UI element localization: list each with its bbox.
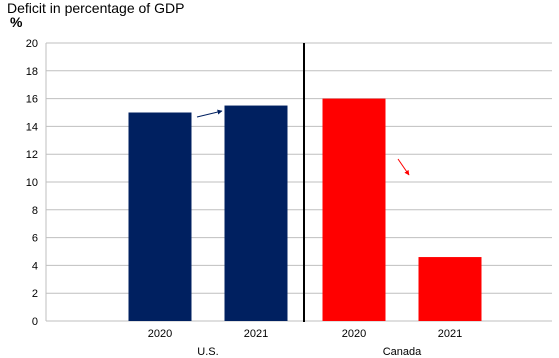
y-tick-label: 0 [32, 316, 38, 328]
y-tick-label: 8 [32, 205, 38, 217]
trend-arrow [397, 158, 410, 176]
bars [128, 43, 482, 322]
bar [128, 112, 192, 321]
bar [418, 257, 482, 321]
bar [224, 105, 288, 321]
y-tick-label: 12 [26, 149, 38, 161]
y-tick-label: 14 [26, 121, 38, 133]
y-tick-label: 2 [32, 288, 38, 300]
x-tick-labels: 2020 2021 U.S. 2020 2021 Canada [148, 328, 462, 358]
y-tick-label: 16 [26, 94, 38, 106]
y-tick-label: 4 [32, 260, 38, 272]
y-axis-unit-label: % [10, 14, 23, 30]
y-tick-label: 20 [26, 38, 38, 50]
x-tick-label: 2020 [342, 328, 366, 340]
y-tick-label: 10 [26, 177, 38, 189]
x-tick-label: 2020 [148, 328, 172, 340]
y-tick-labels: 0 2 4 6 8 10 12 14 16 18 20 [26, 38, 38, 328]
trend-arrow [196, 109, 223, 118]
y-tick-label: 6 [32, 233, 38, 245]
x-tick-label: 2021 [244, 328, 268, 340]
group-label: U.S. [197, 346, 218, 358]
x-tick-label: 2021 [438, 328, 462, 340]
y-tick-label: 18 [26, 66, 38, 78]
bar [322, 98, 386, 321]
trend-arrows [196, 109, 410, 176]
group-label: Canada [383, 346, 422, 358]
chart-title: Deficit in percentage of GDP [7, 0, 185, 16]
